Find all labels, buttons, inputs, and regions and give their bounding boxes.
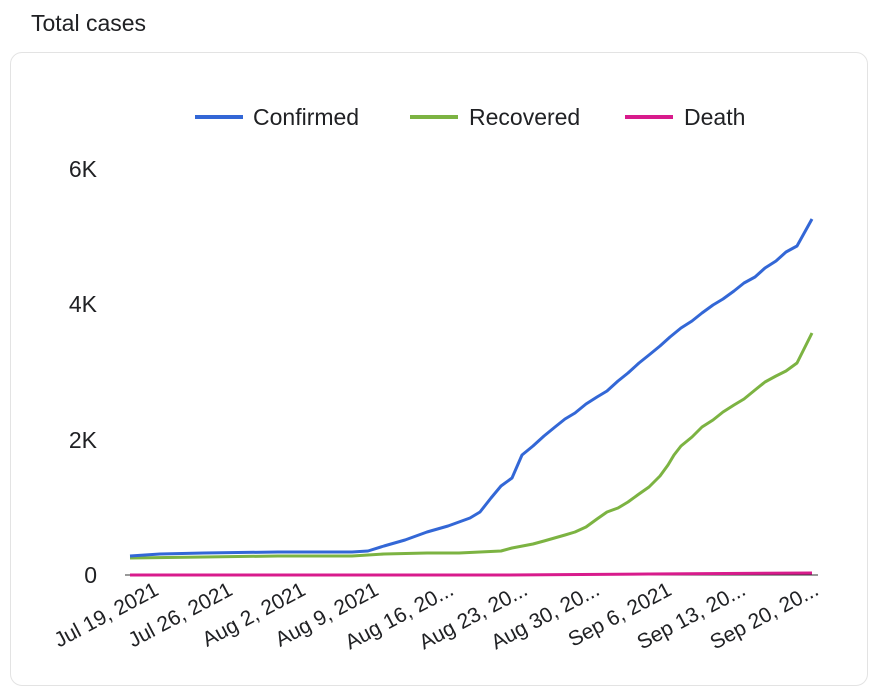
legend-item-death[interactable]: Death bbox=[625, 104, 745, 130]
y-tick-4k: 4K bbox=[69, 291, 98, 317]
legend-label-recovered: Recovered bbox=[469, 104, 580, 130]
chart-title: Total cases bbox=[31, 10, 147, 36]
legend-item-recovered[interactable]: Recovered bbox=[410, 104, 580, 130]
series-death-line bbox=[130, 571, 813, 577]
legend-label-confirmed: Confirmed bbox=[253, 104, 359, 130]
y-axis: 0 2K 4K 6K bbox=[69, 156, 98, 588]
y-tick-0: 0 bbox=[84, 562, 97, 588]
y-tick-2k: 2K bbox=[69, 427, 98, 453]
chart-card bbox=[10, 52, 868, 686]
series-recovered-line bbox=[129, 332, 814, 560]
x-axis: Jul 19, 2021 Jul 26, 2021 Aug 2, 2021 Au… bbox=[51, 578, 823, 654]
series-confirmed-line bbox=[129, 218, 814, 558]
legend: Confirmed Recovered Death bbox=[195, 104, 745, 130]
legend-item-confirmed[interactable]: Confirmed bbox=[195, 104, 359, 130]
y-tick-6k: 6K bbox=[69, 156, 98, 182]
legend-label-death: Death bbox=[684, 104, 745, 130]
